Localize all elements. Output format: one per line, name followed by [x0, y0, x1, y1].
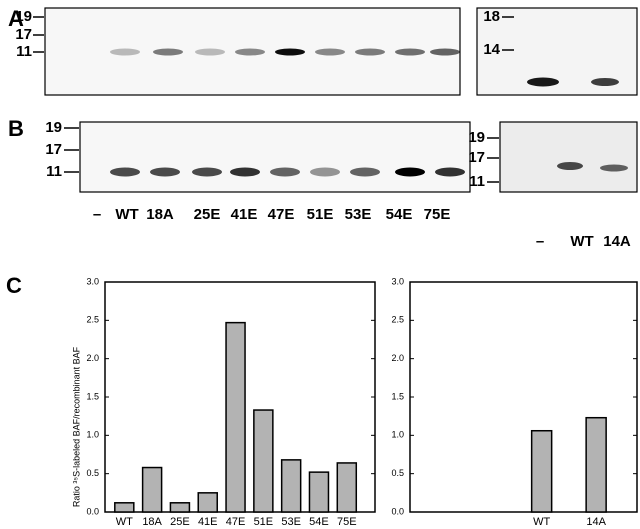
lane-label: –: [93, 206, 101, 223]
lane-label: 41E: [231, 206, 258, 223]
panel-label: B: [8, 116, 24, 141]
gel: [79, 121, 471, 193]
marker-label: 11: [16, 43, 32, 60]
gel-band: [591, 78, 619, 86]
panel-label: C: [6, 273, 22, 298]
x-tick-label: 53E: [281, 516, 301, 528]
gel-band: [395, 48, 425, 56]
gel-band: [310, 167, 340, 177]
marker-label: 19: [15, 8, 32, 25]
marker-label: 19: [468, 129, 485, 146]
gel-band: [395, 167, 425, 177]
marker-label: 11: [469, 173, 485, 190]
gel-band: [192, 167, 222, 177]
gel: [44, 7, 461, 96]
y-axis-label: Ratio ³⁵S-labeled BAF/recombinant BAF: [71, 346, 81, 507]
lane-label: 47E: [268, 206, 295, 223]
lane-label: 18A: [146, 206, 174, 223]
y-tick-label: 3.0: [391, 276, 404, 286]
y-tick-label: 0.5: [391, 468, 404, 478]
marker-label: 17: [468, 149, 485, 166]
bar: [197, 492, 218, 513]
x-tick-label: WT: [533, 516, 550, 528]
lane-label: WT: [570, 233, 593, 250]
y-tick-label: 0.0: [86, 506, 99, 516]
gel-band: [195, 48, 225, 56]
marker-label: 18: [483, 8, 500, 25]
x-tick-label: 54E: [309, 516, 329, 528]
bar: [169, 502, 191, 513]
gel-band: [235, 48, 265, 56]
y-tick-label: 3.0: [86, 276, 99, 286]
marker-label: 11: [46, 163, 62, 180]
y-tick-label: 1.0: [391, 430, 404, 440]
y-tick-label: 1.5: [86, 391, 99, 401]
bar: [280, 459, 302, 513]
x-tick-label: 41E: [198, 516, 218, 528]
gel-band: [350, 167, 380, 177]
bar: [141, 466, 163, 513]
y-tick-label: 1.0: [86, 430, 99, 440]
x-tick-label: 75E: [337, 516, 357, 528]
bar: [530, 429, 553, 513]
gel: [499, 121, 638, 193]
y-tick-label: 2.0: [86, 353, 99, 363]
y-tick-label: 2.0: [391, 353, 404, 363]
bar: [253, 409, 274, 513]
lane-label: 14A: [603, 233, 631, 250]
gel-band: [275, 48, 305, 56]
gel-band: [110, 167, 140, 177]
lane-label: 25E: [194, 206, 221, 223]
lane-label: 53E: [345, 206, 372, 223]
marker-label: 14: [483, 41, 500, 58]
gel-band: [430, 48, 460, 56]
panel-label: A: [8, 6, 24, 31]
y-tick-label: 1.5: [391, 391, 404, 401]
marker-label: 19: [45, 119, 62, 136]
y-tick-label: 0.0: [391, 506, 404, 516]
gel-band: [270, 167, 300, 177]
gel-band: [150, 167, 180, 177]
bar: [336, 462, 358, 513]
x-tick-label: 18A: [142, 516, 162, 528]
gel-band: [527, 77, 559, 87]
x-tick-label: 51E: [254, 516, 274, 528]
gel-band: [153, 48, 183, 56]
lane-label: –: [536, 233, 544, 250]
gel-band: [315, 48, 345, 56]
bar: [114, 502, 135, 513]
lane-label: 75E: [424, 206, 451, 223]
x-tick-label: WT: [116, 516, 133, 528]
lane-label: 54E: [386, 206, 413, 223]
lane-label: 51E: [307, 206, 334, 223]
bar: [585, 416, 607, 513]
x-tick-label: 25E: [170, 516, 190, 528]
marker-label: 17: [45, 141, 62, 158]
x-tick-label: 47E: [226, 516, 246, 528]
gel-band: [600, 164, 628, 172]
y-tick-label: 0.5: [86, 468, 99, 478]
gel-band: [355, 48, 385, 56]
y-tick-label: 2.5: [391, 315, 404, 325]
y-tick-label: 2.5: [86, 315, 99, 325]
gel-band: [110, 48, 140, 56]
lane-label: WT: [115, 206, 138, 223]
gel-band: [230, 167, 260, 177]
gel-band: [557, 162, 583, 170]
bar: [225, 321, 246, 513]
bar: [308, 471, 330, 513]
marker-label: 17: [15, 26, 32, 43]
gel-band: [435, 167, 465, 177]
x-tick-label: 14A: [586, 516, 606, 528]
